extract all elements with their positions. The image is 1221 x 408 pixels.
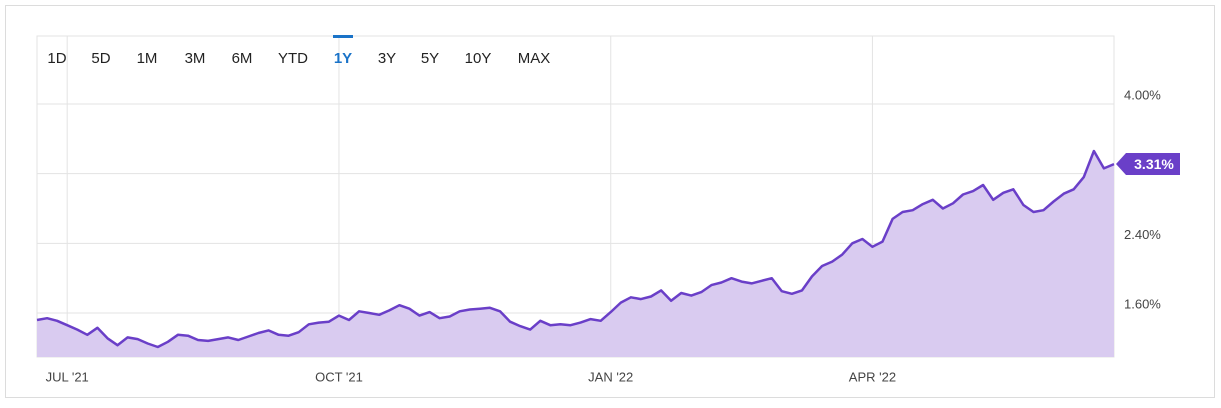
x-tick-label: OCT '21 xyxy=(315,369,363,384)
x-tick-label: APR '22 xyxy=(849,369,896,384)
frame xyxy=(5,5,1215,398)
range-button[interactable]: 10Y xyxy=(465,50,492,67)
range-button[interactable]: 5Y xyxy=(421,50,439,67)
range-button[interactable]: 1Y xyxy=(334,50,352,67)
area-fill xyxy=(37,151,1114,357)
active-indicator xyxy=(333,35,353,38)
range-button[interactable]: 6M xyxy=(232,50,253,67)
range-button[interactable]: 5D xyxy=(91,50,110,67)
value-badge xyxy=(1116,153,1180,176)
range-button[interactable]: 3Y xyxy=(378,50,396,67)
y-tick-label: 1.60% xyxy=(1124,296,1161,311)
x-tick-label: JUL '21 xyxy=(46,369,89,384)
range-button[interactable]: 1D xyxy=(47,50,66,67)
range-button[interactable]: 3M xyxy=(185,50,206,67)
range-button[interactable]: 1M xyxy=(137,50,158,67)
x-tick-label: JAN '22 xyxy=(588,369,633,384)
line xyxy=(36,149,1115,349)
y-tick-label: 2.40% xyxy=(1124,227,1161,242)
value-label: 3.31% xyxy=(1134,156,1174,172)
range-button[interactable]: MAX xyxy=(518,50,551,67)
y-tick-label: 4.00% xyxy=(1124,87,1161,102)
range-button[interactable]: YTD xyxy=(278,50,308,67)
